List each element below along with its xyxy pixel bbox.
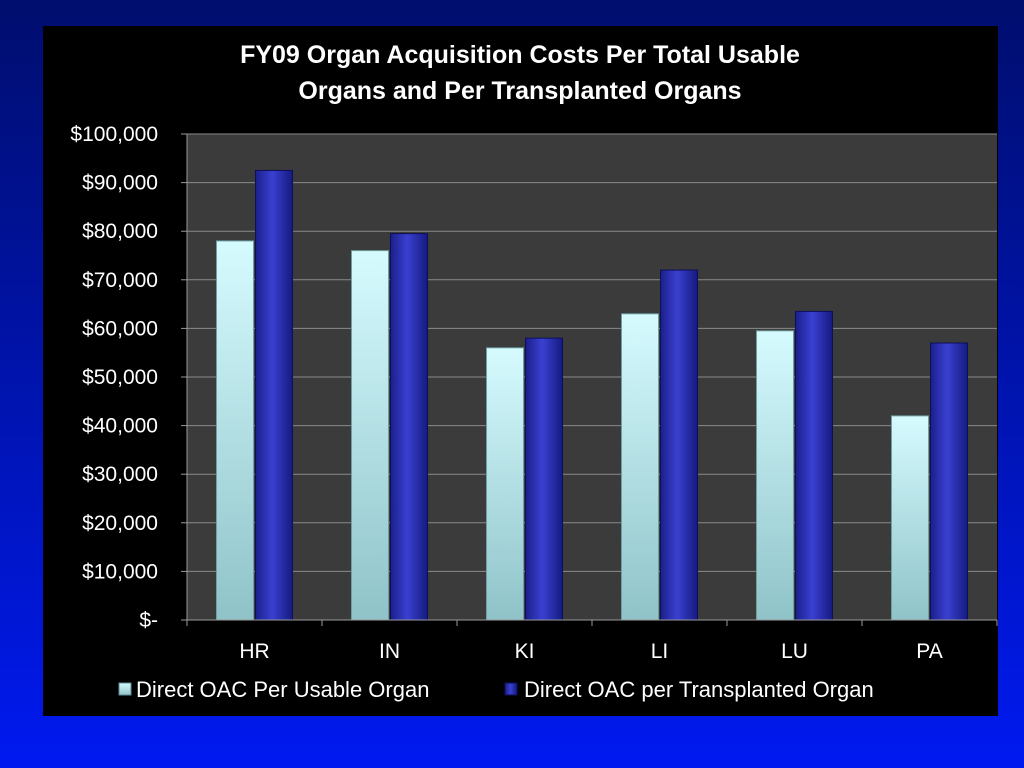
bar-transplanted-hr (255, 169, 293, 621)
bar-transplanted-lu (795, 310, 833, 621)
bar-usable-lu (756, 330, 794, 621)
y-tick-label: $50,000 (82, 366, 158, 389)
x-axis-ticks: HR IN KI LI LU PA (186, 620, 998, 663)
legend-label-usable: Direct OAC Per Usable Organ (136, 677, 429, 702)
chart-title-line-2: Organs and Per Transplanted Organs (298, 77, 741, 105)
bar-transplanted-in (390, 233, 428, 621)
bar-usable-in (351, 250, 389, 621)
gridlines (187, 133, 997, 572)
bar-usable-pa (891, 415, 929, 621)
bar-usable-ki (486, 347, 524, 621)
y-tick-label: $60,000 (82, 317, 158, 340)
x-tick-label: IN (379, 640, 400, 663)
chart-panel: FY09 Organ Acquisition Costs Per Total U… (43, 26, 998, 716)
legend-label-transplanted: Direct OAC per Transplanted Organ (524, 677, 874, 702)
bar-usable-li (621, 313, 659, 621)
legend-swatch-transplanted (504, 682, 518, 696)
bars (216, 169, 968, 621)
x-tick-label: LU (781, 640, 808, 663)
y-tick-label: $20,000 (82, 512, 158, 535)
y-axis-ticks: $- $10,000 $20,000 $30,000 $40,000 $50,000 $60… (70, 123, 187, 632)
y-tick-label: $90,000 (82, 172, 158, 195)
y-tick-label: $- (139, 609, 158, 632)
x-tick-label: LI (651, 640, 669, 663)
legend: Direct OAC Per Usable Organ Direct OAC p… (118, 677, 874, 702)
x-tick-label: PA (916, 640, 942, 663)
bar-usable-hr (216, 240, 254, 621)
x-tick-label: KI (515, 640, 535, 663)
y-tick-label: $40,000 (82, 415, 158, 438)
y-tick-label: $80,000 (82, 220, 158, 243)
bar-transplanted-pa (930, 342, 968, 621)
y-tick-label: $10,000 (82, 560, 158, 583)
y-tick-label: $70,000 (82, 269, 158, 292)
x-tick-label: HR (239, 640, 269, 663)
chart-title-line-1: FY09 Organ Acquisition Costs Per Total U… (240, 41, 800, 69)
bar-chart: FY09 Organ Acquisition Costs Per Total U… (70, 41, 998, 702)
bar-transplanted-ki (525, 337, 563, 621)
y-tick-label: $100,000 (70, 123, 158, 146)
bar-transplanted-li (660, 269, 698, 621)
legend-swatch-usable (118, 682, 132, 696)
y-tick-label: $30,000 (82, 463, 158, 486)
